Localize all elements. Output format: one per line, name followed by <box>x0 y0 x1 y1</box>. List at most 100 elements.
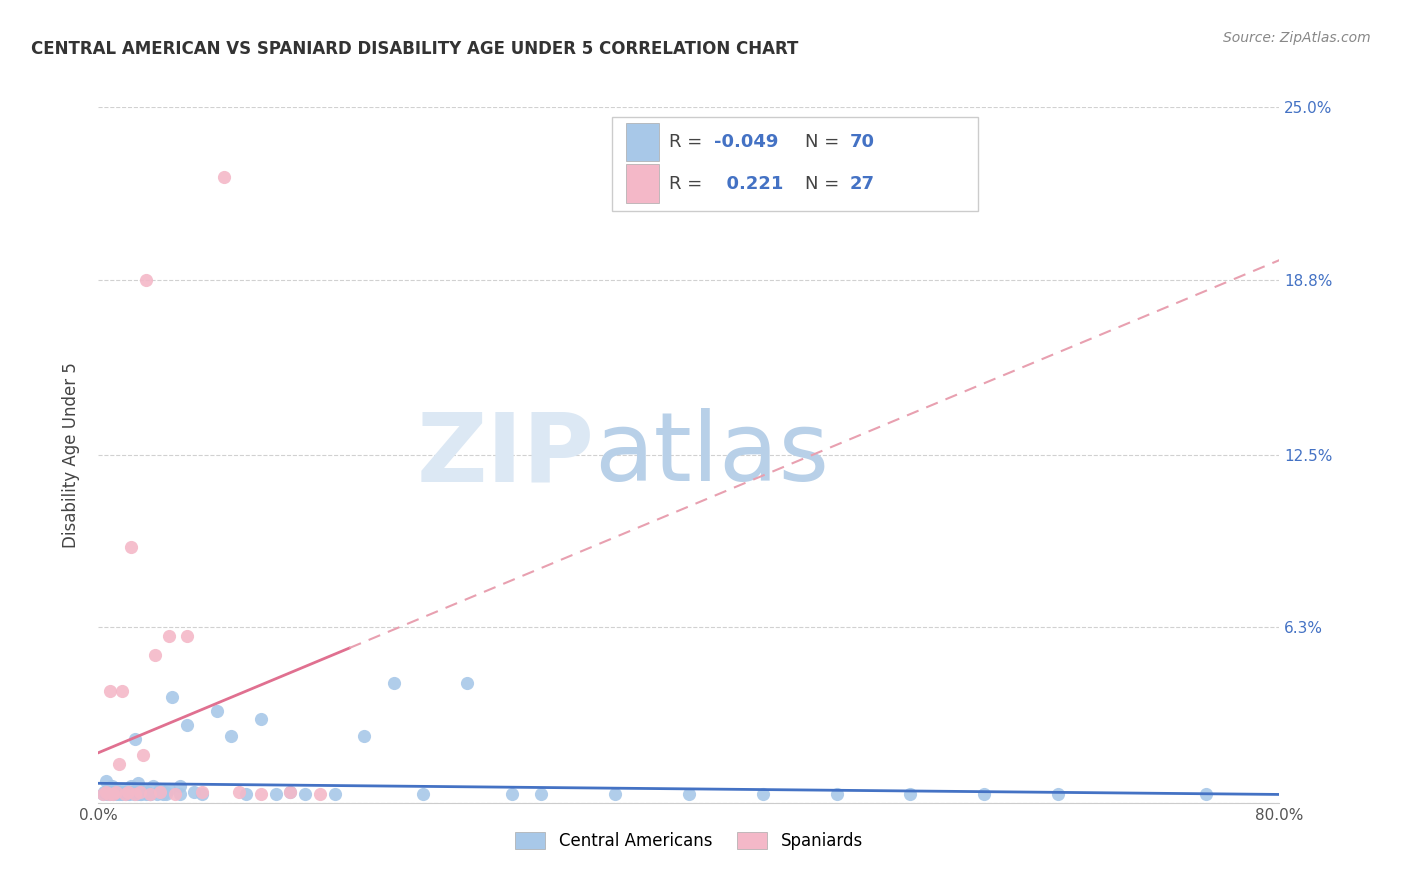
Point <box>120 540 142 554</box>
Point <box>752 788 775 802</box>
Point <box>124 785 146 799</box>
Point <box>309 788 332 802</box>
Point <box>825 788 848 802</box>
Point <box>110 785 132 799</box>
Point <box>115 788 138 802</box>
Point <box>124 788 146 802</box>
Point <box>105 788 128 802</box>
Point <box>143 648 166 663</box>
Point <box>1195 788 1218 802</box>
Point <box>149 785 172 799</box>
Point <box>132 781 155 796</box>
Y-axis label: Disability Age Under 5: Disability Age Under 5 <box>62 362 80 548</box>
Point <box>169 788 191 802</box>
Point <box>112 781 135 796</box>
Point <box>183 785 205 799</box>
Point <box>191 788 214 802</box>
Point <box>136 785 159 799</box>
Point <box>96 788 118 802</box>
Point <box>98 684 121 698</box>
Point <box>250 788 273 802</box>
Point <box>107 785 129 799</box>
Point <box>501 788 523 802</box>
Point <box>457 676 479 690</box>
FancyBboxPatch shape <box>626 164 659 202</box>
Point <box>235 788 257 802</box>
Point <box>114 785 136 799</box>
Point <box>973 788 995 802</box>
Point <box>228 785 250 799</box>
Point <box>139 788 162 802</box>
Point <box>120 779 142 793</box>
Point <box>117 785 139 799</box>
Point <box>91 788 114 802</box>
Point <box>146 788 169 802</box>
Point <box>128 788 150 802</box>
Point <box>132 748 155 763</box>
Point <box>108 788 131 802</box>
Point <box>412 788 434 802</box>
FancyBboxPatch shape <box>612 118 979 211</box>
Point <box>153 785 176 799</box>
Point <box>117 785 139 799</box>
Point <box>176 718 198 732</box>
Point <box>128 785 150 799</box>
Point <box>114 788 136 802</box>
Point <box>100 779 122 793</box>
Text: ZIP: ZIP <box>416 409 595 501</box>
Point <box>169 779 191 793</box>
Point <box>129 788 152 802</box>
Point <box>127 776 149 790</box>
Point <box>191 785 214 799</box>
Point <box>94 785 117 799</box>
Point <box>103 788 125 802</box>
Point <box>139 788 162 802</box>
Point <box>135 272 157 286</box>
Point <box>900 788 922 802</box>
Point <box>678 788 700 802</box>
Point <box>108 756 131 771</box>
Text: 70: 70 <box>849 133 875 151</box>
Point <box>157 629 180 643</box>
Point <box>1046 788 1070 802</box>
Text: Source: ZipAtlas.com: Source: ZipAtlas.com <box>1223 31 1371 45</box>
Point <box>97 788 120 802</box>
Point <box>91 788 114 802</box>
Point <box>97 781 120 796</box>
Point <box>93 785 115 799</box>
Point <box>205 704 228 718</box>
Point <box>104 781 127 796</box>
Point <box>122 788 145 802</box>
Point <box>139 788 162 802</box>
Point <box>294 788 316 802</box>
Point <box>111 684 134 698</box>
Point <box>98 788 121 802</box>
Text: R =: R = <box>669 175 707 193</box>
Point <box>353 729 375 743</box>
Text: R =: R = <box>669 133 707 151</box>
Point <box>176 629 198 643</box>
Text: 0.221: 0.221 <box>714 175 783 193</box>
Point <box>118 788 141 802</box>
Point <box>142 779 165 793</box>
Point <box>135 788 157 802</box>
Point <box>250 712 273 726</box>
Point <box>212 169 235 184</box>
Point <box>221 729 243 743</box>
FancyBboxPatch shape <box>626 123 659 161</box>
Point <box>110 785 132 799</box>
Point <box>280 785 302 799</box>
Point <box>530 788 553 802</box>
Point <box>157 781 180 796</box>
Point <box>94 773 117 788</box>
Text: -0.049: -0.049 <box>714 133 778 151</box>
Point <box>124 731 146 746</box>
Text: CENTRAL AMERICAN VS SPANIARD DISABILITY AGE UNDER 5 CORRELATION CHART: CENTRAL AMERICAN VS SPANIARD DISABILITY … <box>31 40 799 58</box>
Point <box>149 781 172 796</box>
Point <box>105 785 128 799</box>
Point <box>264 788 287 802</box>
Text: 27: 27 <box>849 175 875 193</box>
Point <box>382 676 405 690</box>
Point <box>280 785 302 799</box>
Point <box>121 785 143 799</box>
